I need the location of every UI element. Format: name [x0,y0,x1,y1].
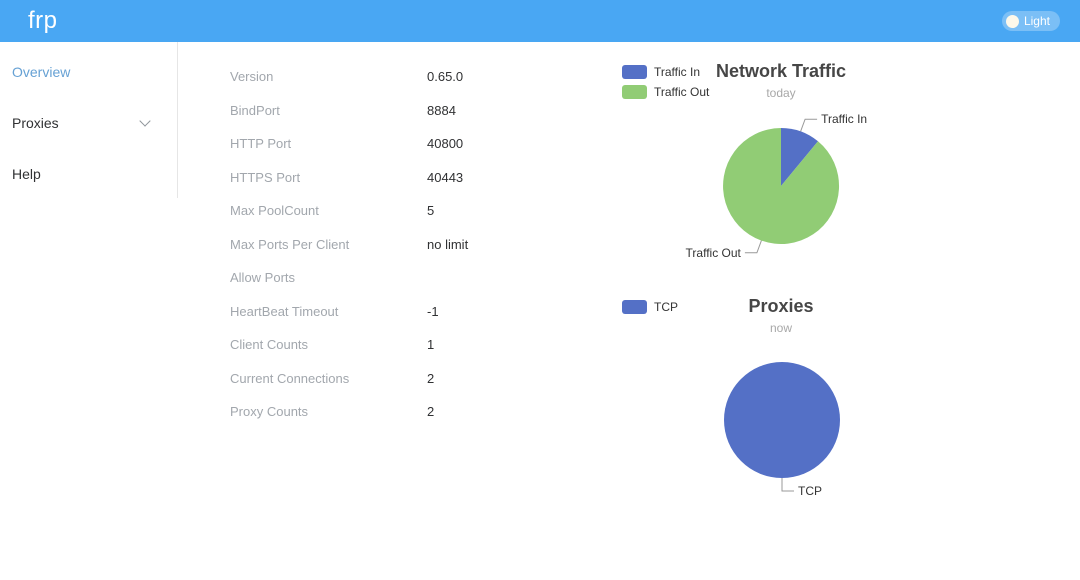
legend-item-traffic-out[interactable]: Traffic Out [622,82,709,102]
legend-item-tcp[interactable]: TCP [622,297,678,317]
field-value: 2 [427,404,435,420]
field-row-max-ports-per-client: Max Ports Per Client no limit [230,228,570,262]
pie-slice-traffic-out[interactable] [723,128,840,244]
chart-legend: TCP [622,297,678,317]
field-value: 0.65.0 [427,69,464,85]
field-row-client-counts: Client Counts 1 [230,328,570,362]
field-label: BindPort [230,102,280,118]
field-row-heartbeat-timeout: HeartBeat Timeout -1 [230,295,570,329]
field-label: Client Counts [230,337,309,353]
pie-label: Traffic Out [686,246,742,260]
chart-title: Proxies [748,296,814,316]
theme-toggle-label: Light [1023,14,1050,28]
field-label: HTTPS Port [230,169,301,185]
chart-legend: Traffic In Traffic Out [622,62,709,102]
pie-slice-traffic-in[interactable] [781,127,818,186]
field-label: Current Connections [230,370,350,386]
sidebar-item-help[interactable]: Help [0,148,177,199]
sun-icon [1005,14,1019,28]
sidebar-item-proxies[interactable]: Proxies [0,97,177,148]
field-value: 8884 [427,102,456,118]
field-row-version: Version 0.65.0 [230,60,570,94]
theme-toggle[interactable]: Light [1001,11,1060,31]
sidebar-item-label: Proxies [12,114,59,131]
frp-logo: frp [28,7,58,34]
field-row-http-port: HTTP Port 40800 [230,127,570,161]
chevron-down-icon [139,114,151,127]
field-value: no limit [427,236,469,252]
legend-marker [622,65,647,79]
field-row-max-poolcount: Max PoolCount 5 [230,194,570,228]
sidebar-item-label: Help [12,165,41,182]
proxies-pie: TCP [724,362,840,498]
field-label: Version [230,69,274,85]
sidebar-item-overview[interactable]: Overview [0,46,177,97]
app-header: frp Light [0,0,1080,42]
legend-label: Traffic Out [654,85,710,99]
field-value: 2 [427,370,435,386]
field-label: Max PoolCount [230,203,319,219]
network-traffic-pie: Traffic In Traffic Out [686,112,868,260]
legend-label: Traffic In [654,65,701,79]
sidebar-divider [177,42,178,198]
field-value: 5 [427,203,435,219]
pie-label: TCP [798,484,822,498]
pie-slice-tcp[interactable] [724,362,840,478]
field-row-current-connections: Current Connections 2 [230,362,570,396]
field-value: 1 [427,337,435,353]
field-label: HTTP Port [230,136,292,152]
chart-block-proxies: Proxies now TCP TCP [610,290,952,525]
legend-marker [622,300,647,314]
pie-label-leader [744,240,762,254]
pie-label: Traffic In [821,112,867,126]
pie-label-leader [800,118,818,132]
field-label: Proxy Counts [230,404,309,420]
field-value: 40443 [427,169,464,185]
field-label: Max Ports Per Client [230,236,350,252]
legend-marker [622,85,647,99]
field-value: -1 [427,303,439,319]
field-label: HeartBeat Timeout [230,303,339,319]
legend-item-traffic-in[interactable]: Traffic In [622,62,709,82]
field-row-proxy-counts: Proxy Counts 2 [230,395,570,429]
field-row-bindport: BindPort 8884 [230,94,570,128]
sidebar-item-label: Overview [12,63,71,80]
field-label: Allow Ports [230,270,296,286]
field-value: 40800 [427,136,464,152]
chart-block-network-traffic: Network Traffic today Traffic In Traffic … [610,55,952,290]
chart-subtitle: today [766,86,796,100]
field-row-allow-ports: Allow Ports [230,261,570,295]
sidebar-nav: Overview Proxies Help [0,42,177,199]
legend-label: TCP [654,300,678,314]
pie-label-leader [781,478,794,492]
overview-panel: Version 0.65.0 BindPort 8884 HTTP Port 40800 H… [230,60,570,429]
field-row-https-port: HTTPS Port 40443 [230,161,570,195]
chart-title: Network Traffic [715,61,847,81]
chart-subtitle: now [769,321,792,335]
